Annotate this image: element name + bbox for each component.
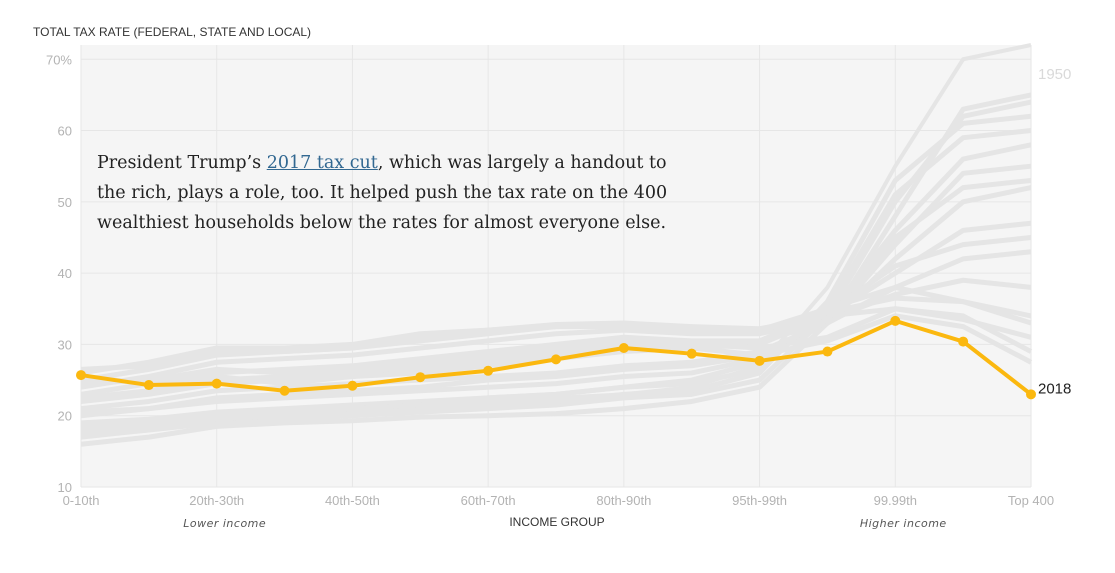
historical-series-line: [80, 92, 1032, 447]
annotation-before: President Trump’s: [97, 153, 267, 173]
y-tick-label: 20: [58, 409, 72, 424]
income-sublabel: Higher income: [860, 517, 947, 530]
tax-cut-link[interactable]: 2017 tax cut: [266, 153, 378, 173]
data-point-2018: [618, 342, 629, 353]
data-point-2018: [1026, 389, 1036, 400]
y-tick-label: 70%: [46, 52, 72, 67]
data-point-2018: [76, 370, 86, 381]
y-tick-label: 40: [58, 266, 72, 281]
data-point-2018: [551, 354, 561, 365]
x-tick-label: 0-10th: [63, 493, 100, 508]
historical-series-line: [80, 284, 1032, 372]
annotation-after: , which was largely a handout to the ric…: [97, 153, 668, 233]
x-tick-label: 95th-99th: [732, 493, 787, 508]
y-tick-label: 60: [58, 124, 72, 139]
historical-series-line: [80, 306, 1033, 387]
data-point-2018: [211, 378, 222, 389]
series-label-2018: 2018: [1038, 380, 1071, 397]
highlight-series-group: [76, 315, 1036, 400]
data-point-2018: [890, 315, 901, 326]
historical-series-line: [80, 177, 1032, 415]
data-point-2018: [347, 380, 358, 391]
series-line-1950: [80, 43, 1032, 432]
income-sublabel: Lower income: [183, 517, 266, 530]
historical-series-line: [80, 234, 1032, 401]
y-axis-ticks: 10 20 30 40 50 60 70%: [46, 52, 72, 495]
x-tick-label: 80th-90th: [596, 493, 651, 508]
data-point-2018: [279, 385, 290, 396]
data-point-2018: [483, 365, 494, 376]
y-tick-label: 50: [58, 195, 72, 210]
chart-title: TOTAL TAX RATE (FEDERAL, STATE AND LOCAL…: [33, 25, 311, 39]
historical-series-line: [80, 163, 1032, 419]
x-tick-label: 20th-30th: [189, 493, 244, 508]
x-tick-label: Top 400: [1008, 493, 1054, 508]
historical-series-group: [80, 43, 1033, 447]
series-label-1950: 1950: [1038, 66, 1071, 83]
data-point-2018: [415, 372, 426, 383]
data-point-2018: [754, 355, 765, 366]
annotation-text: President Trump’s 2017 tax cut, which wa…: [97, 148, 697, 238]
historical-series-line: [80, 99, 1032, 440]
data-point-2018: [143, 380, 154, 391]
historical-series-line: [80, 128, 1032, 429]
y-tick-label: 10: [58, 480, 72, 495]
data-point-2018: [686, 348, 697, 359]
x-tick-label: 40th-50th: [325, 493, 380, 508]
x-axis-label: INCOME GROUP: [509, 515, 604, 529]
x-axis-ticks: 0-10th 20th-30th 40th-50th 60th-70th 80th-90…: [63, 493, 1055, 530]
x-tick-label: 60th-70th: [461, 493, 516, 508]
x-tick-label: 99.99th: [874, 493, 917, 508]
data-point-2018: [822, 346, 833, 357]
y-tick-label: 30: [58, 337, 72, 352]
data-point-2018: [958, 336, 969, 347]
